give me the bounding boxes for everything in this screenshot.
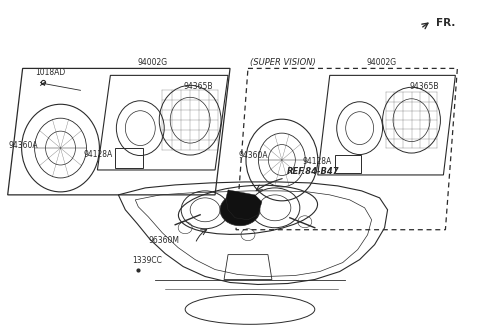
- Polygon shape: [226, 190, 262, 220]
- Text: 1339CC: 1339CC: [132, 256, 162, 265]
- Text: 96360M: 96360M: [148, 236, 179, 245]
- Text: 94128A: 94128A: [302, 157, 332, 166]
- Text: 94365B: 94365B: [183, 82, 213, 91]
- Bar: [115, 148, 144, 168]
- Text: 94365B: 94365B: [410, 82, 439, 91]
- Text: FR.: FR.: [436, 18, 456, 27]
- Text: 94128A: 94128A: [83, 150, 112, 159]
- Bar: [335, 155, 360, 173]
- Text: (SUPER VISION): (SUPER VISION): [250, 59, 316, 67]
- Text: REF.84-B47: REF.84-B47: [287, 167, 339, 176]
- Text: 94360A: 94360A: [238, 150, 268, 160]
- Text: 1018AD: 1018AD: [36, 68, 66, 77]
- Text: 94002G: 94002G: [367, 59, 396, 67]
- Text: 94002G: 94002G: [137, 59, 168, 67]
- Text: 94360A: 94360A: [9, 141, 38, 149]
- Ellipse shape: [220, 194, 260, 226]
